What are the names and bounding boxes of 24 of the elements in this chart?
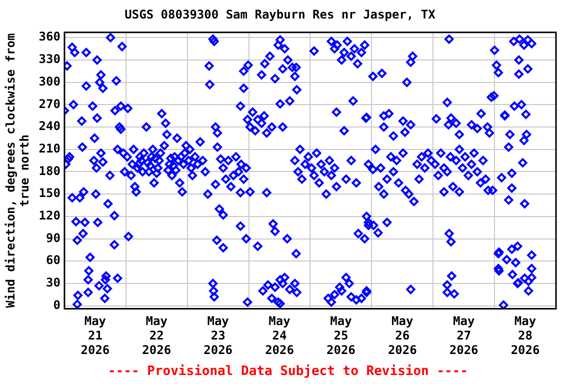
- text: ---- Provisional Data Subject to Revision ----: [106, 364, 470, 379]
- x-tick-label: May 23 2026: [204, 314, 233, 357]
- x-tick-label: May 22 2026: [142, 314, 172, 357]
- y-tick-label: 270: [38, 96, 60, 111]
- y-axis-title: Wind direction, degrees clockwise from true north: [3, 33, 32, 308]
- y-tick-label: 120: [38, 208, 60, 223]
- x-tick-label: May 24 2026: [265, 314, 294, 357]
- y-tick-label: 90: [46, 230, 60, 245]
- y-tick-label: 150: [38, 186, 60, 200]
- x-tick-label: May 27 2026: [449, 314, 478, 357]
- y-tick-label: 180: [38, 164, 60, 178]
- y-tick-label: 60: [46, 253, 60, 268]
- y-tick-label: 210: [38, 141, 60, 156]
- y-tick-label: 360: [38, 30, 60, 44]
- x-tick-label: May 25 2026: [326, 314, 356, 357]
- chart-title: USGS 08039300 Sam Rayburn Res nr Jasper, TX: [124, 7, 436, 22]
- y-tick-label: 330: [38, 52, 60, 66]
- y-tick-label: 30: [46, 276, 60, 290]
- y-tick-label: 0: [53, 298, 60, 312]
- x-tick-label: May 21 2026: [80, 314, 110, 357]
- y-tick-label: 240: [38, 119, 60, 134]
- x-tick-label: May 26 2026: [388, 314, 417, 357]
- x-tick-label: May 28 2026: [510, 314, 540, 357]
- y-tick-label: 300: [38, 74, 60, 88]
